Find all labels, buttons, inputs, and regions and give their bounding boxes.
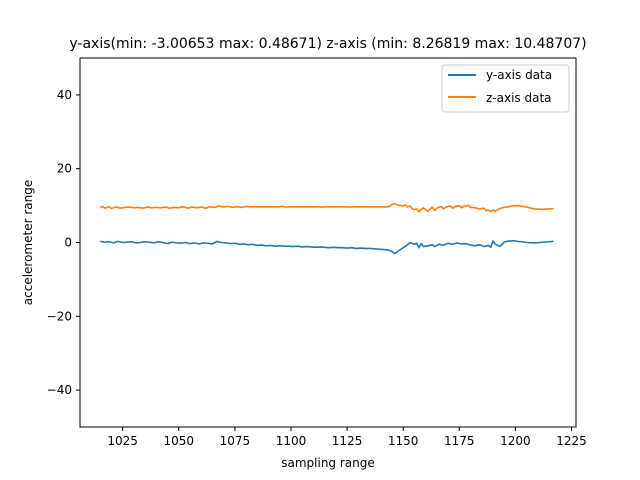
y-tick-label: 0 bbox=[64, 236, 72, 250]
series-line-z-axis bbox=[99, 202, 554, 213]
y-tick-label: 20 bbox=[57, 162, 72, 176]
legend-label-y-axis: y-axis data bbox=[486, 68, 552, 82]
x-tick-label: 1050 bbox=[163, 434, 194, 448]
x-axis-label: sampling range bbox=[281, 456, 375, 470]
x-tick-label: 1225 bbox=[556, 434, 587, 448]
x-tick-label: 1025 bbox=[107, 434, 138, 448]
x-tick-label: 1075 bbox=[220, 434, 251, 448]
y-tick-label: −40 bbox=[47, 383, 72, 397]
series-layer bbox=[99, 202, 554, 255]
x-tick-label: 1200 bbox=[500, 434, 531, 448]
x-tick-label: 1175 bbox=[444, 434, 475, 448]
x-tick-label: 1100 bbox=[276, 434, 307, 448]
y-axis-ticks: −40 −20 0 20 40 bbox=[47, 88, 80, 397]
legend-label-z-axis: z-axis data bbox=[486, 91, 552, 105]
x-tick-label: 1125 bbox=[332, 434, 363, 448]
plot-area-frame bbox=[79, 57, 577, 428]
chart-title: y-axis(min: -3.00653 max: 0.48671) z-axi… bbox=[69, 36, 586, 52]
x-tick-label: 1150 bbox=[388, 434, 419, 448]
series-line-y-axis bbox=[100, 239, 554, 255]
y-axis-label: accelerometer range bbox=[21, 180, 35, 305]
legend-frame bbox=[441, 64, 570, 113]
y-tick-label: −20 bbox=[47, 309, 72, 323]
y-tick-label: 40 bbox=[57, 88, 72, 102]
legend: y-axis data z-axis data bbox=[441, 64, 570, 113]
x-axis-ticks: 1025 1050 1075 1100 1125 1150 1175 1200 1225 bbox=[107, 427, 587, 448]
